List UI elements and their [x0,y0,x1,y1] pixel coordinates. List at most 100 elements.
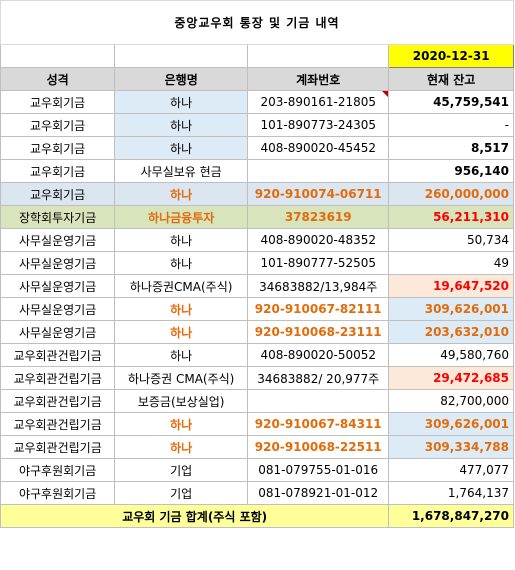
account-cell[interactable]: 101-890773-24305 [247,113,390,137]
report-date[interactable]: 2020-12-31 [388,44,514,68]
bank-cell[interactable]: 하나 [114,435,249,459]
category-cell[interactable]: 사무실운영기금 [0,274,116,298]
balance-cell[interactable]: 45,759,541 [388,90,514,114]
account-cell[interactable]: 081-079755-01-016 [247,458,390,482]
account-cell[interactable]: 081-078921-01-012 [247,481,390,505]
account-cell[interactable]: 34683882/ 20,977주 [247,366,390,390]
bank-cell[interactable]: 하나 [114,412,249,436]
bank-cell[interactable]: 하나 [114,251,249,275]
bank-cell[interactable]: 기업 [114,481,249,505]
bank-cell[interactable]: 하나 [114,90,249,114]
category-cell[interactable]: 교우회관건립기금 [0,366,116,390]
category-cell[interactable]: 교우회기금 [0,182,116,206]
account-cell[interactable]: 920-910067-82111 [247,297,390,321]
bank-cell[interactable]: 하나증권CMA(주식) [114,274,249,298]
bank-cell[interactable]: 하나 [114,113,249,137]
account-cell[interactable]: 408-890020-45452 [247,136,390,160]
category-cell[interactable]: 교우회관건립기금 [0,343,116,367]
header-category[interactable]: 성격 [0,67,116,91]
balance-cell[interactable]: 1,764,137 [388,481,514,505]
bank-cell[interactable]: 하나 [114,297,249,321]
bank-cell[interactable]: 하나 [114,228,249,252]
table-row: 교우회기금 하나 101-890773-24305 - [0,113,514,137]
fund-table: 중앙교우회 통장 및 기금 내역 2020-12-31 성격 은행명 계좌번호 … [0,0,514,528]
category-cell[interactable]: 사무실운영기금 [0,320,116,344]
account-cell[interactable]: 408-890020-48352 [247,228,390,252]
account-cell[interactable]: 920-910068-23111 [247,320,390,344]
bank-cell[interactable]: 사무실보유 현금 [114,159,249,183]
bank-cell[interactable]: 하나 [114,182,249,206]
category-cell[interactable]: 교우회관건립기금 [0,435,116,459]
bank-cell[interactable]: 하나 [114,343,249,367]
table-row: 교우회기금 하나 203-890161-21805 45,759,541 [0,90,514,114]
balance-cell[interactable]: 56,211,310 [388,205,514,229]
account-cell[interactable]: 408-890020-50052 [247,343,390,367]
table-row: 야구후원회기금 기업 081-078921-01-012 1,764,137 [0,481,514,505]
account-cell[interactable]: 34683882/13,984주 [247,274,390,298]
account-cell[interactable]: 101-890777-52505 [247,251,390,275]
header-bank[interactable]: 은행명 [114,67,249,91]
balance-cell[interactable]: 50,734 [388,228,514,252]
empty-cell[interactable] [114,44,249,68]
balance-cell[interactable]: 8,517 [388,136,514,160]
category-cell[interactable]: 교우회기금 [0,90,116,114]
header-balance[interactable]: 현재 잔고 [388,67,514,91]
account-cell[interactable]: 37823619 [247,205,390,229]
balance-cell[interactable]: 49 [388,251,514,275]
balance-cell[interactable]: - [388,113,514,137]
category-cell[interactable]: 야구후원회기금 [0,458,116,482]
balance-cell[interactable]: 309,626,001 [388,412,514,436]
table-row: 교우회관건립기금 하나증권 CMA(주식) 34683882/ 20,977주 … [0,366,514,390]
total-label[interactable]: 교우회 기금 합계(주식 포함) [0,504,390,528]
category-cell[interactable]: 장학회투자기금 [0,205,116,229]
bank-cell[interactable]: 하나 [114,136,249,160]
balance-cell[interactable]: 309,626,001 [388,297,514,321]
balance-cell[interactable]: 82,700,000 [388,389,514,413]
bank-cell[interactable]: 하나 [114,320,249,344]
category-cell[interactable]: 야구후원회기금 [0,481,116,505]
balance-cell[interactable]: 477,077 [388,458,514,482]
category-cell[interactable]: 교우회관건립기금 [0,412,116,436]
page-title[interactable]: 중앙교우회 통장 및 기금 내역 [0,0,514,45]
account-cell[interactable]: 920-910068-22511 [247,435,390,459]
total-row: 교우회 기금 합계(주식 포함) 1,678,847,270 [0,504,514,528]
category-cell[interactable]: 교우회관건립기금 [0,389,116,413]
balance-cell[interactable]: 956,140 [388,159,514,183]
table-row: 교우회관건립기금 하나 920-910067-84311 309,626,001 [0,412,514,436]
account-cell[interactable] [247,159,390,183]
account-cell[interactable] [247,389,390,413]
category-cell[interactable]: 교우회기금 [0,113,116,137]
balance-cell[interactable]: 203,632,010 [388,320,514,344]
table-row: 교우회기금 사무실보유 현금 956,140 [0,159,514,183]
balance-cell[interactable]: 19,647,520 [388,274,514,298]
empty-cell[interactable] [0,44,116,68]
empty-cell[interactable] [247,44,390,68]
category-cell[interactable]: 교우회기금 [0,159,116,183]
balance-cell[interactable]: 29,472,685 [388,366,514,390]
balance-cell[interactable]: 49,580,760 [388,343,514,367]
category-cell[interactable]: 사무실운영기금 [0,228,116,252]
bank-cell[interactable]: 기업 [114,458,249,482]
bank-cell[interactable]: 하나증권 CMA(주식) [114,366,249,390]
balance-cell[interactable]: 309,334,788 [388,435,514,459]
balance-cell[interactable]: 260,000,000 [388,182,514,206]
total-value[interactable]: 1,678,847,270 [388,504,514,528]
bank-cell[interactable]: 하나금융투자 [114,205,249,229]
account-cell[interactable]: 203-890161-21805 [247,90,390,114]
table-row: 교우회관건립기금 보증금(보상실업) 82,700,000 [0,389,514,413]
table-row: 장학회투자기금 하나금융투자 37823619 56,211,310 [0,205,514,229]
category-cell[interactable]: 사무실운영기금 [0,251,116,275]
table-row: 사무실운영기금 하나 920-910067-82111 309,626,001 [0,297,514,321]
table-row: 교우회기금 하나 920-910074-06711 260,000,000 [0,182,514,206]
date-row: 2020-12-31 [0,44,514,68]
bank-cell[interactable]: 보증금(보상실업) [114,389,249,413]
table-row: 사무실운영기금 하나 101-890777-52505 49 [0,251,514,275]
header-account[interactable]: 계좌번호 [247,67,390,91]
title-row: 중앙교우회 통장 및 기금 내역 [0,0,514,45]
category-cell[interactable]: 교우회기금 [0,136,116,160]
category-cell[interactable]: 사무실운영기금 [0,297,116,321]
table-row: 교우회기금 하나 408-890020-45452 8,517 [0,136,514,160]
account-cell[interactable]: 920-910074-06711 [247,182,390,206]
account-cell[interactable]: 920-910067-84311 [247,412,390,436]
